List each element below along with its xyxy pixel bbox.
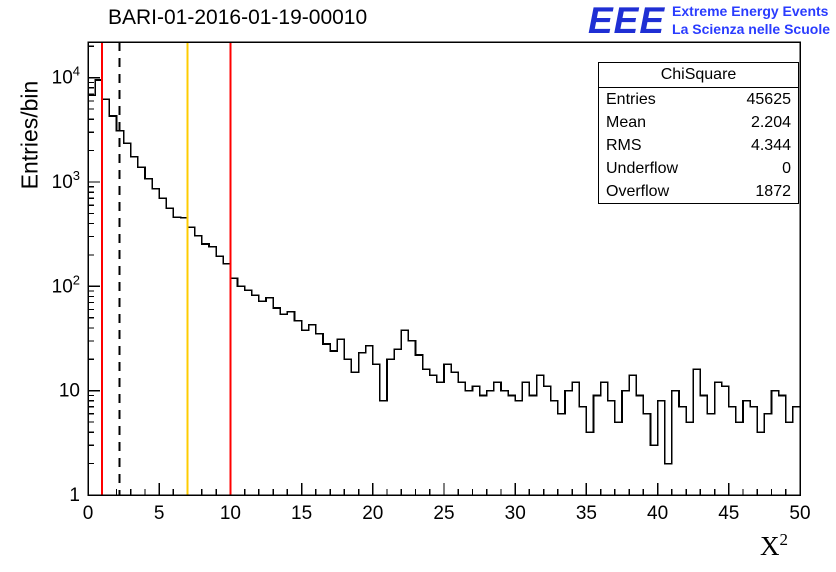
x-tick-label: 15 xyxy=(291,503,312,524)
y-axis-title: Entries/bin xyxy=(16,80,43,190)
stats-label: Entries xyxy=(606,90,656,108)
x-tick-label: 25 xyxy=(433,503,454,524)
x-tick-label: 40 xyxy=(647,503,668,524)
eee-logo-line2: La Scienza nelle Scuole xyxy=(672,20,830,37)
x-tick-label: 30 xyxy=(505,503,526,524)
stats-label: Underflow xyxy=(606,159,679,177)
eee-logo: EEE Extreme Energy Events La Scienza nel… xyxy=(588,2,830,39)
y-tick-label: 102 xyxy=(52,272,80,297)
stats-label: Overflow xyxy=(606,182,670,200)
stats-label: RMS xyxy=(606,136,642,154)
x-tick-label: 50 xyxy=(789,503,810,524)
stats-value: 2.204 xyxy=(750,113,791,131)
stats-row: Underflow 0 xyxy=(599,157,798,180)
y-tick-label: 10 xyxy=(59,381,80,402)
x-axis-title-sup: 2 xyxy=(779,530,789,549)
x-tick-label: 5 xyxy=(154,503,165,524)
stats-value: 0 xyxy=(782,159,791,177)
x-tick-label: 0 xyxy=(83,503,94,524)
x-axis-title-base: X xyxy=(760,531,780,561)
y-tick-label: 103 xyxy=(52,168,80,193)
y-tick-label: 104 xyxy=(52,64,80,89)
stats-row: Mean 2.204 xyxy=(599,111,798,134)
stats-row: Overflow 1872 xyxy=(599,180,798,203)
stats-value: 1872 xyxy=(755,182,791,200)
plot-frame xyxy=(87,41,801,496)
histogram-line xyxy=(88,79,800,465)
page-title: BARI-01-2016-01-19-00010 xyxy=(108,6,368,29)
stats-box-title: ChiSquare xyxy=(599,63,798,88)
eee-logo-icon: EEE xyxy=(588,0,666,41)
eee-logo-text: Extreme Energy Events La Scienza nelle S… xyxy=(672,3,830,38)
x-axis-title: X2 xyxy=(760,530,788,562)
stats-row: RMS 4.344 xyxy=(599,134,798,157)
stats-row: Entries 45625 xyxy=(599,88,798,111)
stats-label: Mean xyxy=(606,113,647,131)
x-tick-label: 35 xyxy=(576,503,597,524)
x-tick-label: 20 xyxy=(362,503,383,524)
stats-value: 4.344 xyxy=(750,136,791,154)
y-tick-label: 1 xyxy=(69,485,80,506)
eee-logo-line1: Extreme Energy Events xyxy=(672,3,829,19)
x-tick-label: 45 xyxy=(718,503,739,524)
stats-value: 45625 xyxy=(746,90,792,108)
stats-box: ChiSquare Entries 45625 Mean 2.204 RMS 4… xyxy=(598,62,799,204)
x-tick-label: 10 xyxy=(220,503,241,524)
